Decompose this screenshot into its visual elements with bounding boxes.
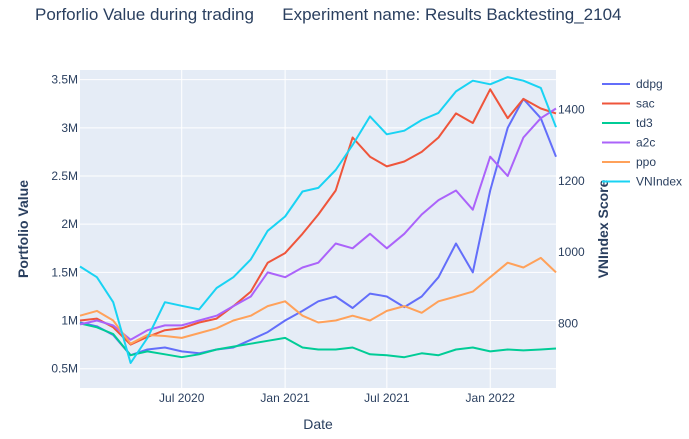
grid-lines [80, 70, 556, 388]
chart-title: Porforlio Value during trading Experimen… [35, 5, 622, 24]
y2-tick-label: 1000 [558, 245, 585, 259]
legend-label: td3 [636, 116, 653, 130]
y-tick-labels: 0.5M 1M 1.5M 2M 2.5M 3M 3.5M [51, 73, 78, 376]
y2-tick-label: 1400 [558, 102, 585, 116]
y2-axis-label: VNIndex Score [595, 179, 611, 278]
y2-tick-label: 1200 [558, 174, 585, 188]
series-line-sac [79, 88, 557, 346]
x-tick-labels: Jul 2020 Jan 2021 Jul 2021 Jan 2022 [159, 391, 515, 405]
y2-tick-labels: 800 1000 1200 1400 [558, 102, 585, 330]
y-tick-label: 1.5M [51, 265, 78, 279]
series-line-ppo [79, 256, 557, 345]
x-axis-label: Date [303, 416, 333, 432]
series-line-ddpg [79, 97, 557, 357]
x-tick-label: Jul 2020 [159, 391, 205, 405]
legend-item-vnindex[interactable]: VNIndex [602, 175, 682, 189]
legend-label: sac [636, 97, 655, 111]
legend-label: a2c [636, 136, 655, 150]
y-tick-label: 3M [61, 121, 78, 135]
legend-item-sac[interactable]: sac [602, 97, 655, 111]
series-lines [79, 76, 557, 364]
legend-item-ppo[interactable]: ppo [602, 155, 656, 169]
legend-item-ddpg[interactable]: ddpg [602, 77, 663, 91]
legend-label: ppo [636, 155, 656, 169]
y-tick-label: 1M [61, 314, 78, 328]
y-tick-label: 2.5M [51, 169, 78, 183]
x-tick-label: Jul 2021 [364, 391, 410, 405]
plot-background [80, 70, 556, 388]
series-line-vnindex [79, 76, 557, 364]
y-axis-label: Portfolio Value [15, 180, 31, 278]
x-tick-label: Jan 2022 [466, 391, 516, 405]
y-tick-label: 2M [61, 217, 78, 231]
y-tick-label: 0.5M [51, 362, 78, 376]
legend-label: VNIndex [636, 175, 682, 189]
series-line-td3 [79, 322, 557, 359]
legend-label: ddpg [636, 77, 663, 91]
x-tick-label: Jan 2021 [260, 391, 310, 405]
legend-item-a2c[interactable]: a2c [602, 136, 655, 150]
y-tick-label: 3.5M [51, 73, 78, 87]
legend-item-td3[interactable]: td3 [602, 116, 653, 130]
y2-tick-label: 800 [558, 317, 578, 331]
legend: ddpg sac td3 a2c ppo VNIndex [602, 77, 682, 189]
series-line-a2c [79, 107, 557, 341]
